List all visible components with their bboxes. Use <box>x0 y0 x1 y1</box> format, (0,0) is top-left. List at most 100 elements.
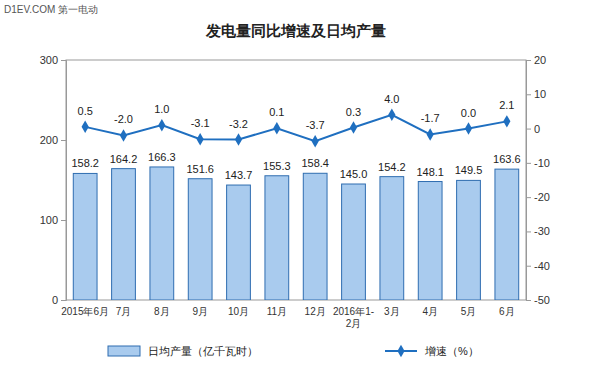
y2-axis: -50 -40 -30 -20 -10 0 10 20 <box>526 54 550 306</box>
data-label: -2.0 <box>114 113 133 125</box>
tick-label: 100 <box>40 214 58 226</box>
data-label: 149.5 <box>455 164 483 176</box>
tick-mark <box>526 300 531 301</box>
tick-mark <box>526 94 531 95</box>
bar <box>265 176 289 300</box>
chart-container: D1EV.COM 第一电动发电量同比增速及日均产量0100200300-50-4… <box>0 0 600 378</box>
tick-label: 5月 <box>461 306 477 317</box>
data-label: 164.2 <box>110 153 138 165</box>
tick-label: 0 <box>52 294 58 306</box>
chart-svg: D1EV.COM 第一电动发电量同比增速及日均产量0100200300-50-4… <box>0 0 600 378</box>
tick-label: 8月 <box>154 306 170 317</box>
bar <box>303 173 327 300</box>
tick-label: 0 <box>534 123 540 135</box>
tick-label: 3月 <box>384 306 400 317</box>
bar <box>495 169 519 300</box>
marker <box>465 122 472 134</box>
tick: 0 <box>526 123 540 135</box>
tick-mark <box>526 266 531 267</box>
data-labels: 158.2 164.2 166.3 151.6 143.7 155.3 158.4 145.0… <box>71 93 520 181</box>
data-label: 0.5 <box>78 105 93 117</box>
marker <box>350 121 357 133</box>
data-label: -3.7 <box>306 119 325 131</box>
plot-frame <box>66 60 526 300</box>
data-label: 154.2 <box>378 161 406 173</box>
tick-label: 10月 <box>228 306 249 317</box>
tick-mark <box>61 220 66 221</box>
tick: 20 <box>526 54 546 66</box>
legend-label: 增速（%） <box>424 345 479 357</box>
bar <box>227 185 251 300</box>
data-label: 166.3 <box>148 151 176 163</box>
marker <box>427 128 434 140</box>
tick: -20 <box>526 191 550 203</box>
tick-label: 6月 <box>499 306 515 317</box>
bar <box>380 177 404 300</box>
tick-mark <box>526 197 531 198</box>
bar <box>342 184 366 300</box>
marker <box>82 121 89 133</box>
data-label: 158.2 <box>71 157 99 169</box>
legend-swatch <box>397 345 404 357</box>
tick-label: 20 <box>534 54 546 66</box>
tick-label: 10 <box>534 88 546 100</box>
data-label: 155.3 <box>263 160 291 172</box>
tick-mark <box>61 140 66 141</box>
data-label: -3.2 <box>229 118 248 130</box>
data-label: 1.0 <box>154 103 169 115</box>
tick-mark <box>526 129 531 130</box>
tick: 100 <box>40 214 66 226</box>
data-label: 4.0 <box>384 93 399 105</box>
marker <box>158 119 165 131</box>
tick: -50 <box>526 294 550 306</box>
tick-label: -30 <box>534 225 550 237</box>
tick: 10 <box>526 88 546 100</box>
title: 发电量同比增速及日均产量 <box>205 22 386 39</box>
data-label: 2.1 <box>499 99 514 111</box>
marker <box>503 115 510 127</box>
tick-label: 2016年1-2月 <box>333 306 374 329</box>
marker <box>273 122 280 134</box>
tick-mark <box>61 60 66 61</box>
tick-label: 200 <box>40 134 58 146</box>
data-label: 158.4 <box>301 157 329 169</box>
data-label: 163.6 <box>493 153 521 165</box>
tick: 0 <box>52 294 66 306</box>
bar <box>418 182 442 300</box>
line <box>85 115 507 141</box>
tick: -30 <box>526 225 550 237</box>
data-label: 0.0 <box>461 107 476 119</box>
bar <box>188 179 212 300</box>
marks <box>73 109 518 300</box>
tick-label: -40 <box>534 260 550 272</box>
data-label: -1.7 <box>421 112 440 124</box>
data-label: 0.1 <box>269 106 284 118</box>
tick-label: 9月 <box>192 306 208 317</box>
axis-line <box>61 61 67 301</box>
legend: 日均产量（亿千瓦时）增速（%） <box>108 345 479 357</box>
bar <box>73 173 97 300</box>
bar <box>112 169 136 300</box>
tick-label: 11月 <box>267 306 287 317</box>
marker <box>197 133 204 145</box>
tick-label: -50 <box>534 294 550 306</box>
data-label: 145.0 <box>340 168 368 180</box>
data-label: 143.7 <box>225 169 253 181</box>
tick-label: -10 <box>534 157 550 169</box>
tick: 300 <box>40 54 66 66</box>
tick-label: 4月 <box>422 306 438 317</box>
tick-label: 7月 <box>116 306 132 317</box>
legend-swatch <box>108 346 140 356</box>
tick-mark <box>526 231 531 232</box>
axis-line <box>527 61 532 301</box>
tick-mark <box>61 300 66 301</box>
x-axis: 2015年6月7月8月9月10月11月12月2016年1-2月3月4月5月6月 <box>61 306 514 329</box>
marker <box>120 129 127 141</box>
data-label: 0.3 <box>346 106 361 118</box>
bar <box>457 180 481 300</box>
tick-mark <box>526 163 531 164</box>
data-label: 151.6 <box>186 163 214 175</box>
annotation: D1EV.COM 第一电动 <box>4 4 98 15</box>
marker <box>312 135 319 147</box>
marker <box>235 133 242 145</box>
